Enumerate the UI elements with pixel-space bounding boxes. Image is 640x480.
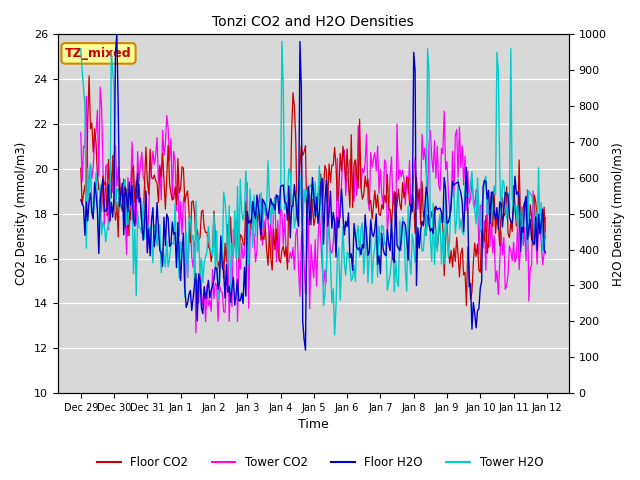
Legend: Floor CO2, Tower CO2, Floor H2O, Tower H2O: Floor CO2, Tower CO2, Floor H2O, Tower H…: [92, 452, 548, 474]
X-axis label: Time: Time: [298, 419, 328, 432]
Y-axis label: CO2 Density (mmol/m3): CO2 Density (mmol/m3): [15, 142, 28, 285]
Y-axis label: H2O Density (mmol/m3): H2O Density (mmol/m3): [612, 142, 625, 286]
Text: TZ_mixed: TZ_mixed: [65, 47, 132, 60]
Title: Tonzi CO2 and H2O Densities: Tonzi CO2 and H2O Densities: [212, 15, 414, 29]
